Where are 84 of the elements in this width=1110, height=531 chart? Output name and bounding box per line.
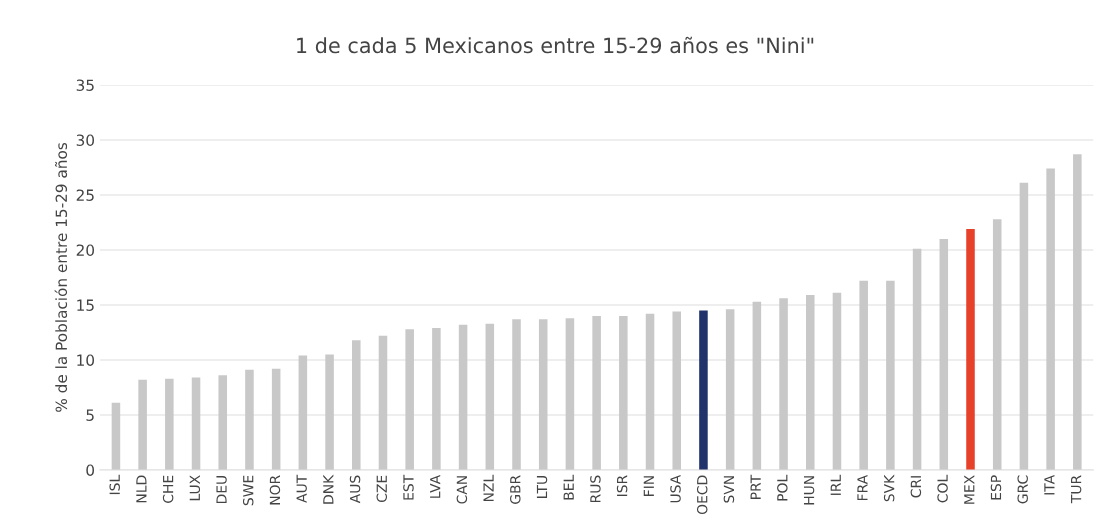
x-tick-label: OECD bbox=[696, 475, 708, 515]
bar bbox=[992, 219, 1002, 470]
x-tick-label: BEL bbox=[563, 474, 574, 500]
x-tick-label: SWE bbox=[242, 475, 254, 506]
x-tick-label: TUR bbox=[1071, 475, 1082, 504]
bar bbox=[538, 319, 548, 470]
y-tick-label: 20 bbox=[76, 244, 95, 256]
x-tick-label: COL bbox=[937, 474, 948, 503]
x-tick-label: LTU bbox=[536, 476, 548, 498]
bar bbox=[832, 292, 842, 470]
y-tick-label: 15 bbox=[77, 299, 94, 311]
bar bbox=[886, 280, 895, 470]
x-tick-label: SVK bbox=[883, 474, 895, 502]
bar bbox=[271, 368, 281, 470]
x-tick-label: NZL bbox=[483, 474, 494, 502]
y-tick-label: 10 bbox=[77, 354, 95, 366]
bar bbox=[165, 378, 174, 470]
x-tick-label: IRL bbox=[830, 474, 841, 495]
x-tick-label: GRC bbox=[1017, 475, 1028, 504]
chart-title: 1 de cada 5 Mexicanos entre 15-29 años es "Nini" bbox=[297, 36, 814, 54]
x-tick-label: NLD bbox=[136, 475, 147, 503]
x-tick-label: AUS bbox=[349, 475, 361, 504]
y-tick-label: 25 bbox=[76, 189, 94, 201]
bar bbox=[1019, 182, 1029, 470]
x-tick-label: LVA bbox=[430, 474, 441, 498]
bar bbox=[138, 379, 147, 470]
bar bbox=[352, 340, 361, 470]
y-tick-label: 5 bbox=[86, 409, 94, 421]
bar bbox=[806, 295, 815, 470]
bar bbox=[245, 369, 254, 470]
x-tick-label: ISR bbox=[616, 475, 628, 496]
bar bbox=[485, 323, 495, 470]
bar bbox=[752, 301, 762, 470]
bar bbox=[405, 329, 414, 470]
bar bbox=[432, 328, 441, 470]
bar bbox=[645, 313, 655, 470]
bar bbox=[672, 311, 682, 470]
x-tick-label: AUT bbox=[296, 474, 307, 503]
bar bbox=[111, 402, 121, 470]
bar bbox=[779, 298, 788, 470]
bar bbox=[512, 319, 521, 470]
bar bbox=[1073, 154, 1082, 470]
x-tick-label: ESP bbox=[990, 475, 1002, 500]
x-tick-label: CZE bbox=[376, 475, 388, 503]
bar bbox=[1046, 168, 1055, 470]
x-tick-label: EST bbox=[403, 474, 414, 500]
bar bbox=[458, 324, 468, 470]
x-tick-label: CRI bbox=[910, 476, 922, 498]
y-tick-label: 35 bbox=[76, 79, 94, 91]
x-tick-label: CHE bbox=[162, 475, 174, 503]
x-tick-label: HUN bbox=[803, 476, 815, 505]
bar bbox=[298, 355, 308, 470]
x-tick-label: PRT bbox=[750, 474, 761, 499]
x-tick-label: FIN bbox=[643, 476, 654, 496]
x-tick-label: POL bbox=[777, 474, 788, 501]
bar bbox=[699, 310, 708, 470]
bar bbox=[218, 375, 228, 470]
bar bbox=[378, 335, 388, 470]
x-tick-label: MEX bbox=[964, 475, 975, 504]
x-tick-label: RUS bbox=[590, 475, 601, 503]
x-tick-label: NOR bbox=[269, 475, 281, 505]
bar bbox=[939, 238, 949, 470]
bar bbox=[912, 248, 922, 470]
x-tick-label: DEU bbox=[216, 476, 227, 504]
bar bbox=[592, 315, 601, 470]
x-tick-label: SVN bbox=[723, 476, 735, 503]
x-tick-label: GBR bbox=[510, 475, 521, 504]
y-tick-label: 30 bbox=[76, 134, 95, 146]
bar bbox=[191, 377, 201, 470]
bar bbox=[619, 315, 628, 470]
bar bbox=[325, 354, 334, 470]
x-tick-label: ITA bbox=[1044, 474, 1055, 495]
y-axis-title: % de la Población entre 15-29 años bbox=[54, 142, 68, 412]
bar bbox=[725, 309, 735, 470]
bar bbox=[966, 229, 975, 470]
bar bbox=[859, 280, 868, 470]
x-tick-label: DNK bbox=[323, 474, 334, 504]
x-tick-label: CAN bbox=[456, 476, 468, 504]
y-tick-label: 0 bbox=[86, 464, 95, 476]
x-tick-label: USA bbox=[670, 474, 681, 503]
x-tick-label: FRA bbox=[857, 474, 868, 501]
x-tick-label: ISL bbox=[109, 474, 120, 495]
x-tick-label: LUX bbox=[189, 475, 201, 501]
bar bbox=[565, 318, 575, 470]
